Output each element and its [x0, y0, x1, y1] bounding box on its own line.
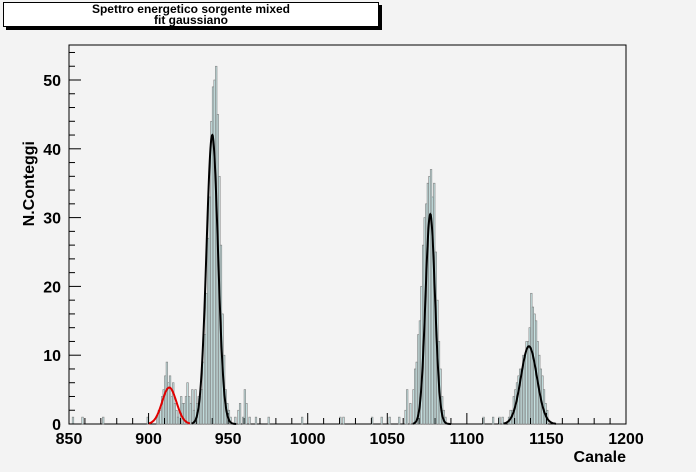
x-axis-title: Canale [574, 449, 627, 466]
histogram-bar [409, 403, 412, 425]
histogram-bar [406, 389, 409, 425]
histogram-bar [71, 416, 75, 425]
x-tick-label: 1100 [449, 431, 484, 448]
histogram-bar [248, 416, 251, 425]
histogram-bar [102, 416, 105, 425]
y-tick-label: 30 [43, 211, 61, 228]
histogram-bar [398, 416, 401, 425]
x-tick-label: 1000 [290, 431, 326, 448]
x-tick-label: 1200 [608, 431, 644, 448]
plot-frame [68, 44, 627, 425]
gaussian-fit-curve [191, 133, 237, 425]
histogram-bar [301, 416, 304, 425]
chart-title-line-2: fit gaussiano [153, 13, 228, 27]
x-tick-label: 1050 [369, 431, 405, 448]
x-tick-label: 1150 [529, 431, 564, 448]
histogram-bar [492, 416, 495, 425]
gaussian-fit-curve [148, 386, 191, 425]
gaussian-fit-curve [503, 345, 557, 425]
x-tick-label: 900 [135, 431, 162, 448]
y-axis: 0 10 20 30 40 50 [43, 51, 81, 434]
histogram-bar [254, 416, 258, 425]
histogram-bar [342, 416, 345, 425]
x-tick-label: 850 [56, 431, 83, 448]
histogram-bar [501, 416, 504, 425]
gaussian-fits [148, 133, 557, 425]
histogram-bar [238, 403, 242, 425]
histogram-bar [388, 416, 391, 425]
y-tick-label: 50 [43, 73, 61, 90]
gaussian-fit-curve [412, 212, 451, 425]
y-tick-label: 20 [43, 279, 61, 296]
y-tick-label: 0 [52, 417, 61, 434]
chart-title-box: Spettro energetico sorgente mixed fit ga… [3, 2, 379, 27]
chart-title-line-1: Spettro energetico sorgente mixed [91, 2, 291, 16]
histogram-bar [81, 416, 84, 425]
x-axis: 850 900 950 1000 1050 1100 1150 1200 [56, 413, 644, 448]
y-axis-title: N.Conteggi [21, 141, 38, 226]
y-tick-label: 10 [43, 348, 61, 365]
histogram-bar [267, 416, 270, 425]
histogram-bar [380, 416, 383, 425]
y-tick-label: 40 [43, 142, 61, 159]
x-tick-label: 950 [215, 431, 242, 448]
histogram-bar [245, 403, 248, 425]
